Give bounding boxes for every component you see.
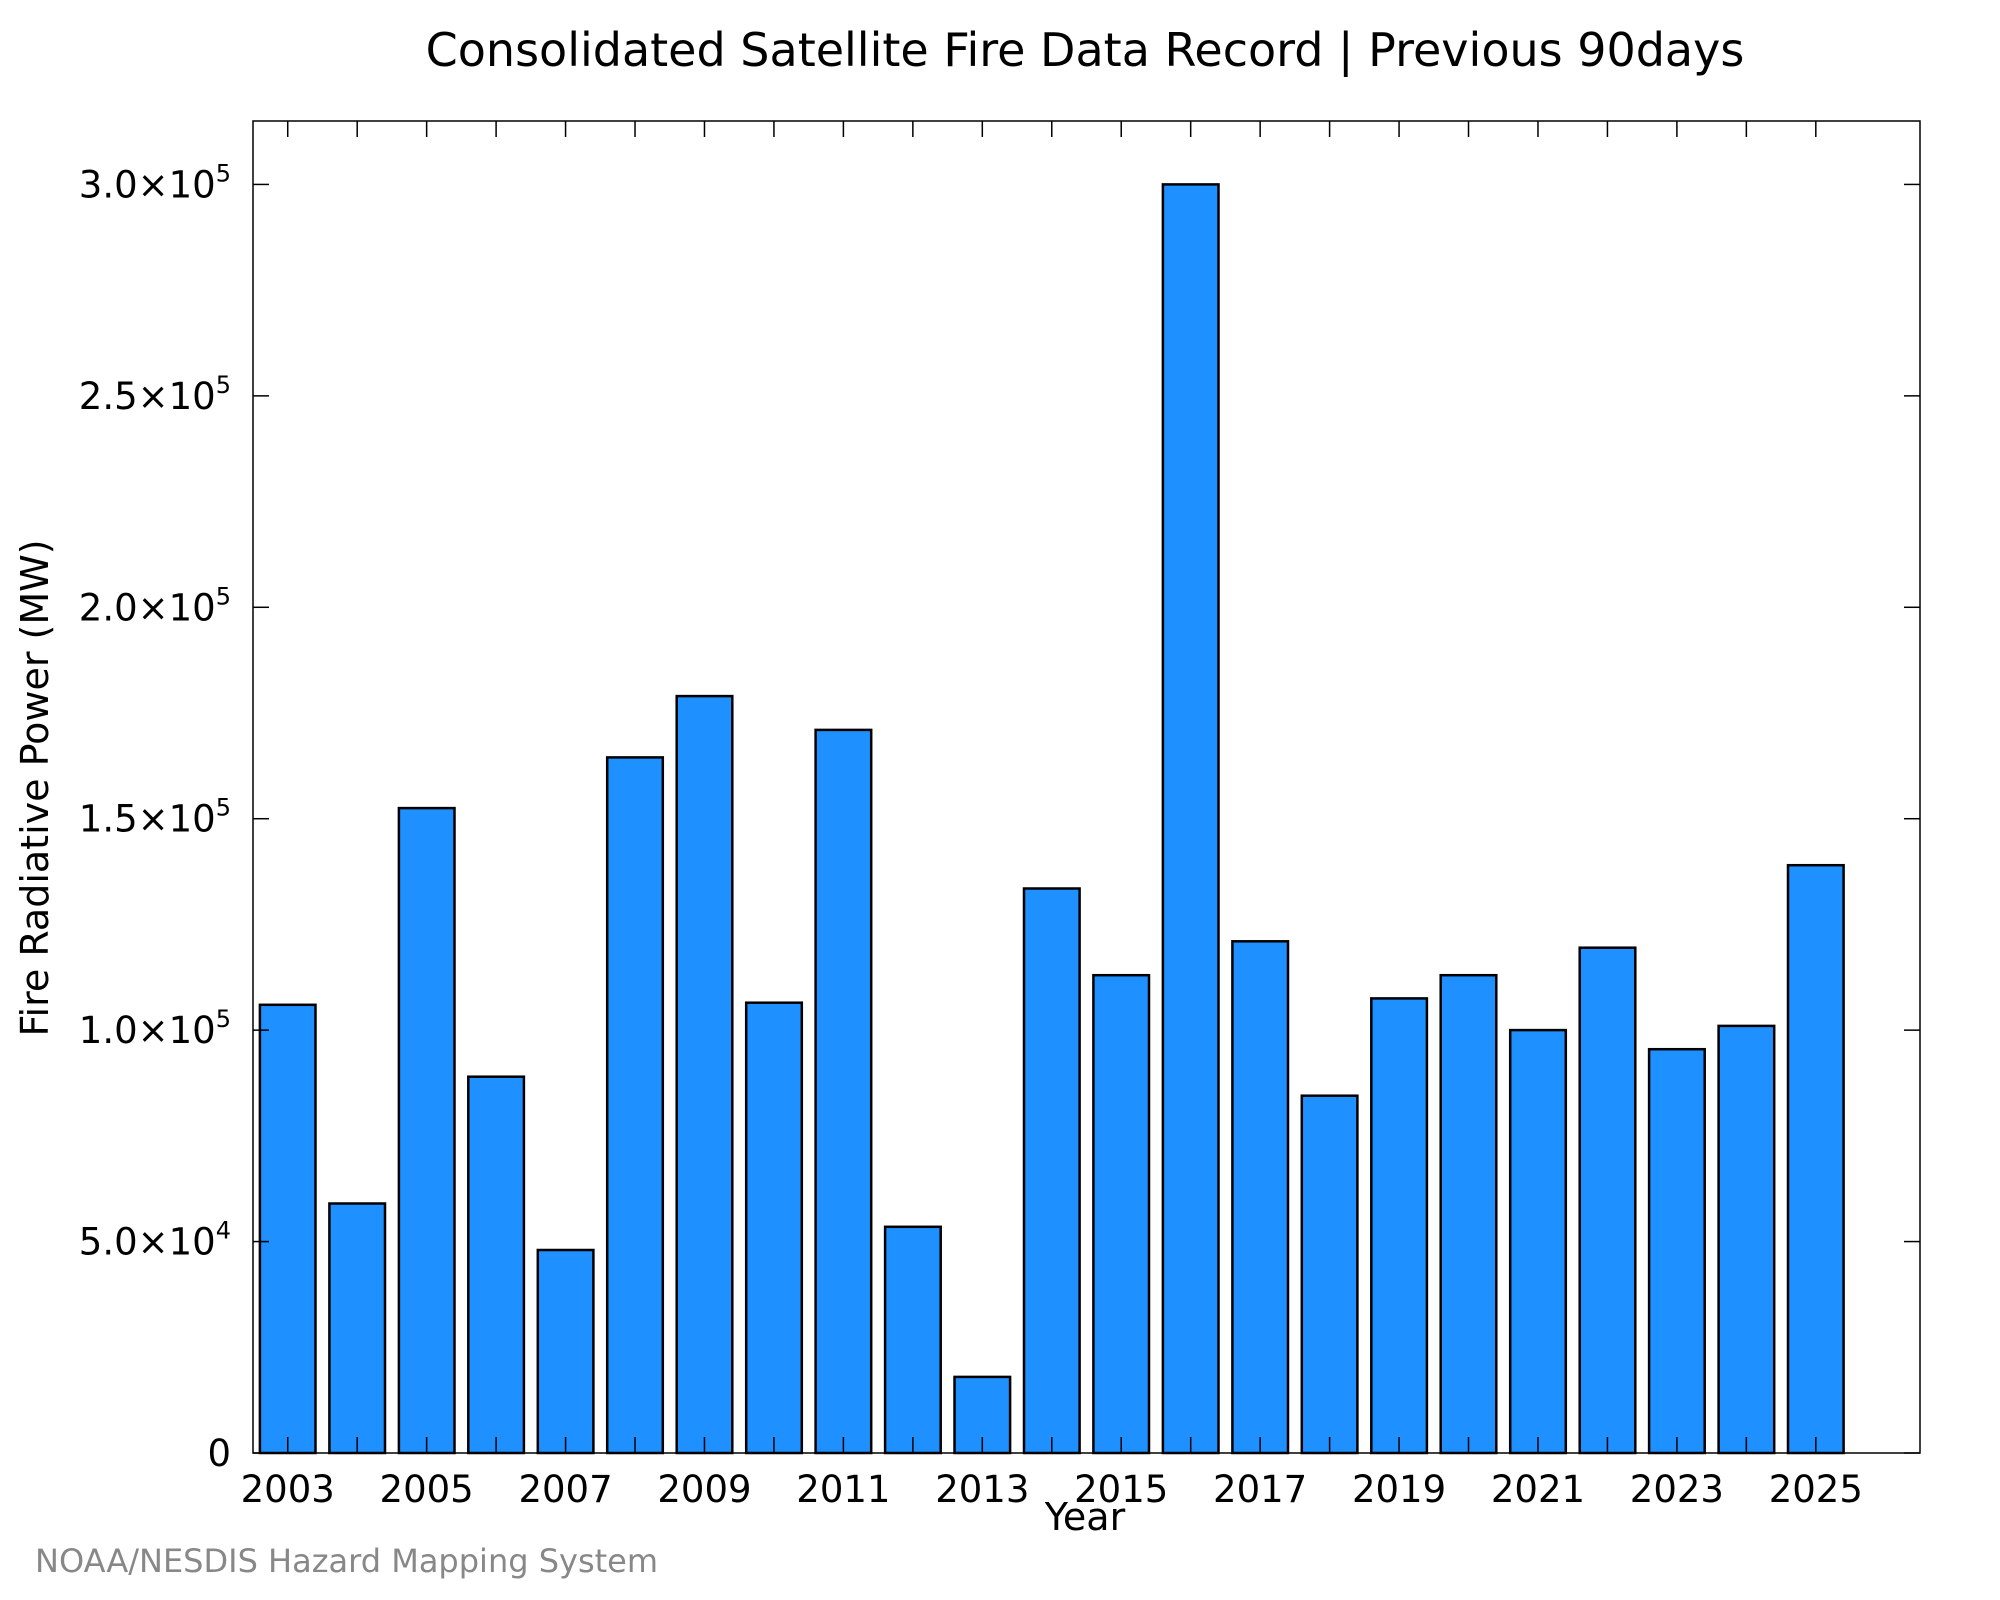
x-tick-label-2007: 2007 xyxy=(518,1468,612,1511)
x-tick-label-2015: 2015 xyxy=(1074,1468,1168,1511)
y-tick-label-300000: 3.0×105 xyxy=(79,159,231,206)
x-tick-label-2019: 2019 xyxy=(1352,1468,1446,1511)
x-tick-label-2017: 2017 xyxy=(1213,1468,1307,1511)
bar-2025 xyxy=(1786,863,1845,1455)
bar-2012 xyxy=(883,1225,942,1455)
x-tick-label-2025: 2025 xyxy=(1769,1468,1863,1511)
chart-title: Consolidated Satellite Fire Data Record … xyxy=(426,23,1745,78)
y-axis-label: Fire Radiative Power (MW) xyxy=(13,539,57,1036)
x-tick-label-2021: 2021 xyxy=(1491,1468,1585,1511)
bar-2007 xyxy=(536,1248,595,1455)
bar-group xyxy=(258,183,1845,1455)
bar-2019 xyxy=(1370,997,1429,1455)
bar-2016 xyxy=(1161,183,1220,1455)
x-tick-label-2003: 2003 xyxy=(241,1468,335,1511)
bar-2014 xyxy=(1022,887,1081,1455)
bar-2015 xyxy=(1092,973,1151,1455)
axis-ticks xyxy=(253,121,1920,1454)
bar-2011 xyxy=(814,728,873,1455)
y-tick-label-200000: 2.0×105 xyxy=(79,582,231,629)
bar-2005 xyxy=(397,806,456,1455)
bar-2006 xyxy=(467,1075,526,1455)
bar-2018 xyxy=(1300,1094,1359,1455)
bar-2023 xyxy=(1647,1047,1706,1455)
y-tick-label-100000: 1.0×105 xyxy=(79,1005,231,1052)
x-tick-label-2009: 2009 xyxy=(657,1468,751,1511)
bar-2004 xyxy=(328,1202,387,1455)
y-axis-tick-labels: 0 5.0×104 1.0×105 1.5×105 2.0×105 2.5×105 3.0×… xyxy=(79,159,231,1475)
credit-text: NOAA/NESDIS Hazard Mapping System xyxy=(35,1542,658,1580)
bar-2022 xyxy=(1578,946,1637,1455)
x-tick-label-2013: 2013 xyxy=(935,1468,1029,1511)
y-tick-label-150000: 1.5×105 xyxy=(79,794,231,841)
x-axis-tick-labels: 2003 2005 2007 2009 2011 2013 2015 2017 2019 2021… xyxy=(241,1468,1863,1511)
y-tick-label-50000: 5.0×104 xyxy=(79,1217,231,1264)
bar-2008 xyxy=(605,756,665,1455)
bar-2024 xyxy=(1717,1024,1776,1455)
y-tick-label-250000: 2.5×105 xyxy=(79,371,231,418)
x-tick-label-2023: 2023 xyxy=(1630,1468,1724,1511)
x-tick-label-2011: 2011 xyxy=(796,1468,890,1511)
plot-area xyxy=(252,120,1921,1455)
bar-2020 xyxy=(1439,973,1498,1455)
y-tick-label-0: 0 xyxy=(207,1432,231,1475)
plot-frame xyxy=(252,120,1921,1454)
bar-2021 xyxy=(1508,1028,1568,1455)
bar-2017 xyxy=(1231,940,1290,1455)
bar-2010 xyxy=(744,1001,804,1455)
x-tick-label-2005: 2005 xyxy=(380,1468,474,1511)
bar-2003 xyxy=(258,1003,317,1455)
x-axis-label: Year xyxy=(1044,1495,1126,1539)
bar-2009 xyxy=(675,694,734,1455)
